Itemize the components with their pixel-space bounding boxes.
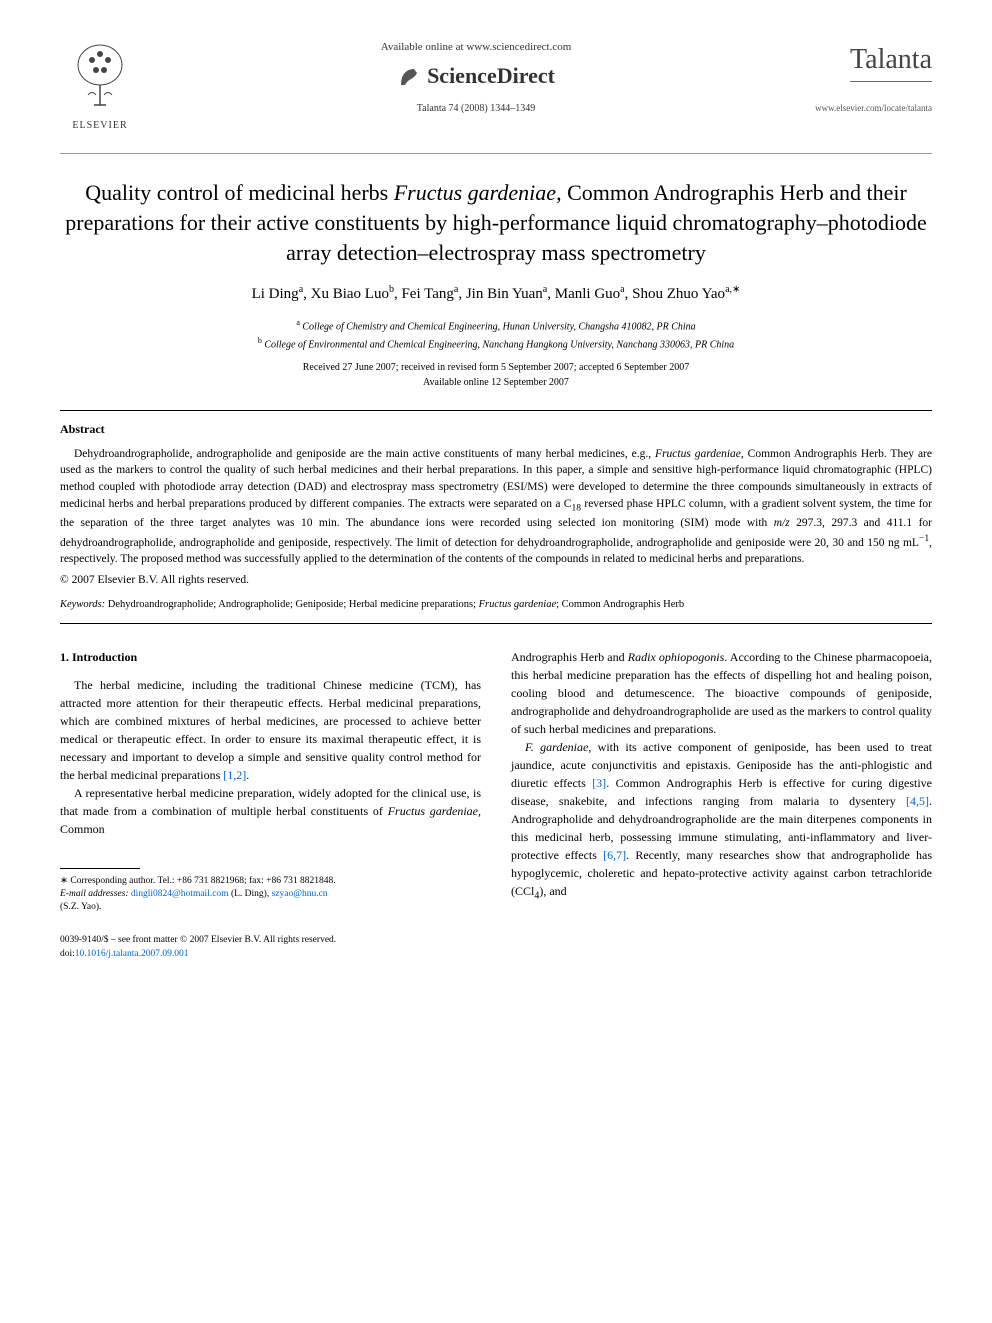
intro-para-2-cont: Andrographis Herb and Radix ophiopogonis… xyxy=(511,648,932,738)
sciencedirect-brand: ScienceDirect xyxy=(140,61,812,92)
abstract-body: Dehydroandrographolide, andrographolide … xyxy=(60,446,932,568)
available-online-text: Available online at www.sciencedirect.co… xyxy=(140,40,812,55)
ref-link-4-5[interactable]: [4,5] xyxy=(906,794,929,808)
footer-doi-line: doi:10.1016/j.talanta.2007.09.001 xyxy=(60,948,932,961)
email-link-2[interactable]: szyao@hnu.cn xyxy=(272,889,328,899)
footer-copyright: 0039-9140/$ – see front matter © 2007 El… xyxy=(60,934,932,947)
title-italic-1: Fructus gardeniae xyxy=(394,180,556,205)
ref-link-1-2[interactable]: [1,2] xyxy=(223,768,246,782)
citation-line: Talanta 74 (2008) 1344–1349 xyxy=(140,102,812,116)
doi-link[interactable]: 10.1016/j.talanta.2007.09.001 xyxy=(75,949,189,959)
sciencedirect-icon xyxy=(397,65,421,89)
right-column: Andrographis Herb and Radix ophiopogonis… xyxy=(511,648,932,915)
journal-logo-block: Talanta www.elsevier.com/locate/talanta xyxy=(812,40,932,115)
header-divider xyxy=(60,153,932,154)
abstract-top-rule xyxy=(60,410,932,411)
left-column: 1. Introduction The herbal medicine, inc… xyxy=(60,648,481,915)
intro-para-1: The herbal medicine, including the tradi… xyxy=(60,676,481,784)
page-header: ELSEVIER Available online at www.science… xyxy=(60,40,932,133)
journal-url: www.elsevier.com/locate/talanta xyxy=(812,102,932,115)
email-link-1[interactable]: dingli0824@hotmail.com xyxy=(131,889,229,899)
intro-para-3: F. gardeniae, with its active component … xyxy=(511,738,932,903)
body-columns: 1. Introduction The herbal medicine, inc… xyxy=(60,648,932,915)
dates-online: Available online 12 September 2007 xyxy=(60,375,932,390)
footnote-rule xyxy=(60,868,140,869)
intro-para-2: A representative herbal medicine prepara… xyxy=(60,784,481,838)
title-text-1: Quality control of medicinal herbs xyxy=(85,180,394,205)
dates-received: Received 27 June 2007; received in revis… xyxy=(60,360,932,375)
elsevier-logo: ELSEVIER xyxy=(60,40,140,133)
keywords-label: Keywords: xyxy=(60,599,105,610)
abstract-heading: Abstract xyxy=(60,421,932,438)
ref-link-6-7[interactable]: [6,7] xyxy=(603,848,626,862)
affiliation-a: a College of Chemistry and Chemical Engi… xyxy=(60,317,932,334)
email-line: E-mail addresses: dingli0824@hotmail.com… xyxy=(60,888,481,915)
abstract-bottom-rule xyxy=(60,623,932,624)
affiliations: a College of Chemistry and Chemical Engi… xyxy=(60,317,932,352)
abstract-copyright: © 2007 Elsevier B.V. All rights reserved… xyxy=(60,572,932,588)
keywords-line: Keywords: Dehydroandrographolide; Androg… xyxy=(60,598,932,613)
authors-line: Li Dinga, Xu Biao Luob, Fei Tanga, Jin B… xyxy=(60,283,932,305)
article-title: Quality control of medicinal herbs Fruct… xyxy=(60,178,932,267)
page-footer: 0039-9140/$ – see front matter © 2007 El… xyxy=(60,934,932,961)
journal-name: Talanta xyxy=(850,40,932,82)
section-1-heading: 1. Introduction xyxy=(60,648,481,666)
sciencedirect-label: ScienceDirect xyxy=(427,61,555,92)
affiliation-b: b College of Environmental and Chemical … xyxy=(60,335,932,352)
elsevier-tree-icon xyxy=(70,40,130,110)
corresp-line: ∗ Corresponding author. Tel.: +86 731 88… xyxy=(60,875,481,888)
corresponding-footnote: ∗ Corresponding author. Tel.: +86 731 88… xyxy=(60,875,481,915)
ref-link-3[interactable]: [3] xyxy=(592,776,606,790)
center-header: Available online at www.sciencedirect.co… xyxy=(140,40,812,116)
article-dates: Received 27 June 2007; received in revis… xyxy=(60,360,932,390)
elsevier-label: ELSEVIER xyxy=(60,119,140,133)
